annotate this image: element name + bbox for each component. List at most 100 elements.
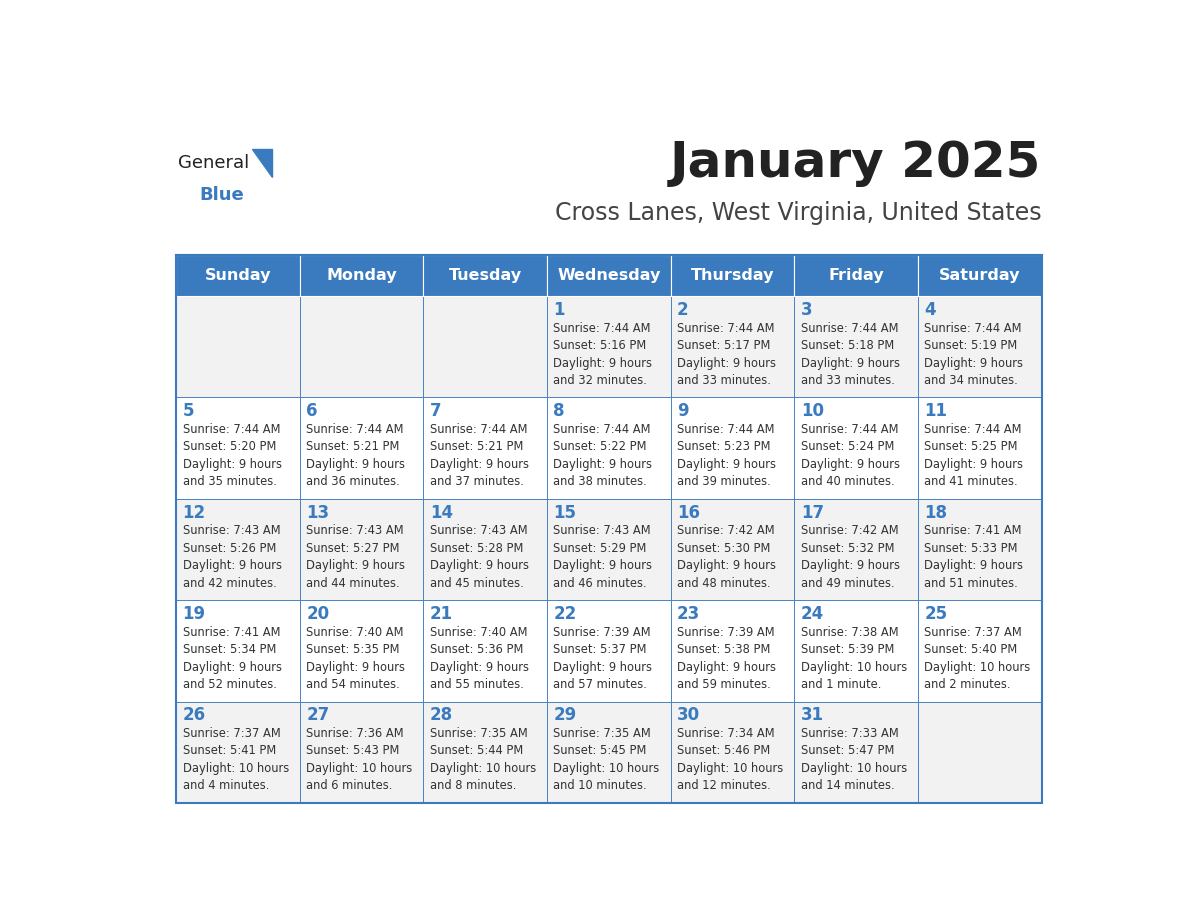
Bar (176, 255, 1042, 803)
Text: Sunrise: 7:43 AM
Sunset: 5:29 PM
Daylight: 9 hours
and 46 minutes.: Sunrise: 7:43 AM Sunset: 5:29 PM Dayligh… (554, 524, 652, 589)
Text: Sunrise: 7:44 AM
Sunset: 5:21 PM
Daylight: 9 hours
and 37 minutes.: Sunrise: 7:44 AM Sunset: 5:21 PM Dayligh… (430, 423, 529, 488)
Text: 7: 7 (430, 402, 442, 420)
Text: Sunrise: 7:42 AM
Sunset: 5:30 PM
Daylight: 9 hours
and 48 minutes.: Sunrise: 7:42 AM Sunset: 5:30 PM Dayligh… (677, 524, 776, 589)
Bar (299, 397, 423, 498)
Bar (671, 701, 795, 803)
Bar (546, 397, 671, 498)
Bar (176, 498, 299, 600)
Bar (918, 397, 1042, 498)
Text: Saturday: Saturday (939, 268, 1020, 283)
Bar (918, 600, 1042, 701)
Bar (795, 255, 918, 297)
Text: 26: 26 (183, 707, 206, 724)
Bar (918, 255, 1042, 297)
Bar (546, 600, 671, 701)
Bar (176, 701, 299, 803)
Bar (918, 498, 1042, 600)
Text: 17: 17 (801, 504, 823, 521)
Text: 4: 4 (924, 301, 936, 319)
Text: 13: 13 (307, 504, 329, 521)
Bar (423, 397, 546, 498)
Text: 22: 22 (554, 605, 576, 623)
Text: 28: 28 (430, 707, 453, 724)
Text: General: General (178, 154, 249, 173)
Bar (423, 701, 546, 803)
Text: Blue: Blue (200, 185, 244, 204)
Text: 1: 1 (554, 301, 565, 319)
Text: Sunrise: 7:35 AM
Sunset: 5:45 PM
Daylight: 10 hours
and 10 minutes.: Sunrise: 7:35 AM Sunset: 5:45 PM Dayligh… (554, 727, 659, 792)
Bar (918, 297, 1042, 397)
Bar (176, 297, 299, 397)
Bar (546, 297, 671, 397)
Text: 19: 19 (183, 605, 206, 623)
Bar (671, 600, 795, 701)
Bar (423, 255, 546, 297)
Bar (546, 701, 671, 803)
Text: Sunrise: 7:44 AM
Sunset: 5:19 PM
Daylight: 9 hours
and 34 minutes.: Sunrise: 7:44 AM Sunset: 5:19 PM Dayligh… (924, 321, 1023, 387)
Bar (671, 255, 795, 297)
Text: 12: 12 (183, 504, 206, 521)
Text: Sunrise: 7:44 AM
Sunset: 5:24 PM
Daylight: 9 hours
and 40 minutes.: Sunrise: 7:44 AM Sunset: 5:24 PM Dayligh… (801, 423, 899, 488)
Bar (299, 600, 423, 701)
Text: Sunrise: 7:37 AM
Sunset: 5:40 PM
Daylight: 10 hours
and 2 minutes.: Sunrise: 7:37 AM Sunset: 5:40 PM Dayligh… (924, 625, 1031, 691)
Text: Sunrise: 7:34 AM
Sunset: 5:46 PM
Daylight: 10 hours
and 12 minutes.: Sunrise: 7:34 AM Sunset: 5:46 PM Dayligh… (677, 727, 783, 792)
Text: Sunrise: 7:36 AM
Sunset: 5:43 PM
Daylight: 10 hours
and 6 minutes.: Sunrise: 7:36 AM Sunset: 5:43 PM Dayligh… (307, 727, 412, 792)
Text: 6: 6 (307, 402, 317, 420)
Bar (671, 297, 795, 397)
Text: 31: 31 (801, 707, 823, 724)
Text: Sunrise: 7:33 AM
Sunset: 5:47 PM
Daylight: 10 hours
and 14 minutes.: Sunrise: 7:33 AM Sunset: 5:47 PM Dayligh… (801, 727, 906, 792)
Bar (176, 397, 299, 498)
Text: Sunrise: 7:38 AM
Sunset: 5:39 PM
Daylight: 10 hours
and 1 minute.: Sunrise: 7:38 AM Sunset: 5:39 PM Dayligh… (801, 625, 906, 691)
Text: 8: 8 (554, 402, 565, 420)
Text: 27: 27 (307, 707, 329, 724)
Text: 20: 20 (307, 605, 329, 623)
Text: 14: 14 (430, 504, 453, 521)
Text: 11: 11 (924, 402, 947, 420)
Text: 10: 10 (801, 402, 823, 420)
Bar (546, 255, 671, 297)
Text: Sunrise: 7:44 AM
Sunset: 5:22 PM
Daylight: 9 hours
and 38 minutes.: Sunrise: 7:44 AM Sunset: 5:22 PM Dayligh… (554, 423, 652, 488)
Bar (546, 498, 671, 600)
Text: Thursday: Thursday (690, 268, 775, 283)
Text: Sunrise: 7:44 AM
Sunset: 5:25 PM
Daylight: 9 hours
and 41 minutes.: Sunrise: 7:44 AM Sunset: 5:25 PM Dayligh… (924, 423, 1023, 488)
Text: Sunrise: 7:44 AM
Sunset: 5:21 PM
Daylight: 9 hours
and 36 minutes.: Sunrise: 7:44 AM Sunset: 5:21 PM Dayligh… (307, 423, 405, 488)
Bar (795, 297, 918, 397)
Bar (795, 701, 918, 803)
Bar (299, 297, 423, 397)
Text: Sunrise: 7:35 AM
Sunset: 5:44 PM
Daylight: 10 hours
and 8 minutes.: Sunrise: 7:35 AM Sunset: 5:44 PM Dayligh… (430, 727, 536, 792)
Text: Sunrise: 7:43 AM
Sunset: 5:27 PM
Daylight: 9 hours
and 44 minutes.: Sunrise: 7:43 AM Sunset: 5:27 PM Dayligh… (307, 524, 405, 589)
Text: 2: 2 (677, 301, 689, 319)
Bar (176, 600, 299, 701)
Text: Tuesday: Tuesday (449, 268, 522, 283)
Bar (299, 701, 423, 803)
Bar (795, 397, 918, 498)
Text: Sunrise: 7:40 AM
Sunset: 5:36 PM
Daylight: 9 hours
and 55 minutes.: Sunrise: 7:40 AM Sunset: 5:36 PM Dayligh… (430, 625, 529, 691)
Text: Sunrise: 7:37 AM
Sunset: 5:41 PM
Daylight: 10 hours
and 4 minutes.: Sunrise: 7:37 AM Sunset: 5:41 PM Dayligh… (183, 727, 289, 792)
Text: 21: 21 (430, 605, 453, 623)
Text: Sunrise: 7:43 AM
Sunset: 5:26 PM
Daylight: 9 hours
and 42 minutes.: Sunrise: 7:43 AM Sunset: 5:26 PM Dayligh… (183, 524, 282, 589)
Text: Monday: Monday (327, 268, 397, 283)
Bar (671, 498, 795, 600)
Text: Sunrise: 7:40 AM
Sunset: 5:35 PM
Daylight: 9 hours
and 54 minutes.: Sunrise: 7:40 AM Sunset: 5:35 PM Dayligh… (307, 625, 405, 691)
Text: 25: 25 (924, 605, 948, 623)
Bar (423, 498, 546, 600)
Text: 24: 24 (801, 605, 824, 623)
Text: 30: 30 (677, 707, 700, 724)
Bar (918, 701, 1042, 803)
Bar (671, 397, 795, 498)
Bar (299, 255, 423, 297)
Text: Sunrise: 7:41 AM
Sunset: 5:34 PM
Daylight: 9 hours
and 52 minutes.: Sunrise: 7:41 AM Sunset: 5:34 PM Dayligh… (183, 625, 282, 691)
Text: 18: 18 (924, 504, 947, 521)
Text: Sunrise: 7:44 AM
Sunset: 5:17 PM
Daylight: 9 hours
and 33 minutes.: Sunrise: 7:44 AM Sunset: 5:17 PM Dayligh… (677, 321, 776, 387)
Text: Sunday: Sunday (204, 268, 271, 283)
Text: 29: 29 (554, 707, 576, 724)
Text: Wednesday: Wednesday (557, 268, 661, 283)
Text: Sunrise: 7:39 AM
Sunset: 5:38 PM
Daylight: 9 hours
and 59 minutes.: Sunrise: 7:39 AM Sunset: 5:38 PM Dayligh… (677, 625, 776, 691)
Text: 15: 15 (554, 504, 576, 521)
Text: Sunrise: 7:39 AM
Sunset: 5:37 PM
Daylight: 9 hours
and 57 minutes.: Sunrise: 7:39 AM Sunset: 5:37 PM Dayligh… (554, 625, 652, 691)
Bar (423, 297, 546, 397)
Text: 23: 23 (677, 605, 701, 623)
Text: 3: 3 (801, 301, 813, 319)
Text: 5: 5 (183, 402, 194, 420)
Text: Sunrise: 7:42 AM
Sunset: 5:32 PM
Daylight: 9 hours
and 49 minutes.: Sunrise: 7:42 AM Sunset: 5:32 PM Dayligh… (801, 524, 899, 589)
